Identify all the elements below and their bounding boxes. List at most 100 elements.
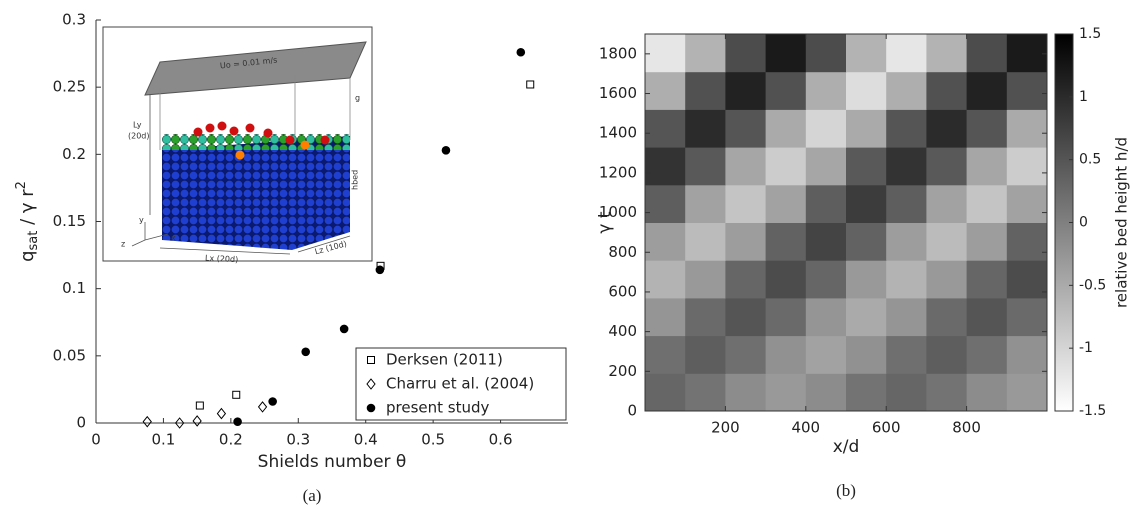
y-tick-label: 1400 — [599, 124, 637, 142]
heatmap-cell — [846, 34, 887, 73]
heatmap-cell — [886, 147, 927, 186]
x-tick-label: 0.5 — [421, 431, 445, 449]
x-tick-label: 0.6 — [489, 431, 513, 449]
x-axis-label: x/d — [833, 437, 860, 457]
panel-a: 0 0.1 0.2 0.3 0.4 0.5 0.6 0 0.05 0.1 0.15 0.2 0.25 0.… — [14, 11, 568, 505]
marker-circle — [339, 324, 349, 334]
y-tick-label: 600 — [608, 282, 637, 300]
inset-label: y — [139, 216, 144, 225]
heatmap-cell — [685, 260, 726, 299]
heatmap-cell — [725, 335, 767, 374]
heatmap-cell — [805, 34, 847, 73]
x-tick-label: 400 — [791, 419, 820, 437]
heatmap-cell — [765, 260, 807, 299]
heatmap-cell — [645, 373, 686, 412]
inset-label: (20d) — [128, 132, 150, 141]
caption: (a) — [303, 486, 322, 505]
heatmap-cell — [645, 34, 686, 73]
heatmap-cell — [846, 373, 887, 412]
colorbar-tick-label: -1 — [1079, 340, 1093, 356]
heatmap-cell — [645, 335, 686, 374]
heatmap-cell — [805, 71, 847, 110]
heatmap-cell — [886, 335, 927, 374]
marker-diamond — [366, 378, 376, 390]
heatmap-cell — [886, 109, 927, 148]
heatmap-cell — [966, 34, 1008, 73]
heatmap-cell — [805, 335, 847, 374]
colorbar-tick-label: -0.5 — [1079, 277, 1106, 293]
heatmap-cell — [685, 297, 726, 337]
legend-label: present study — [386, 399, 490, 417]
heatmap-cell — [645, 71, 686, 110]
heatmap-cell — [1006, 184, 1048, 223]
inset-label: x — [171, 234, 176, 243]
y-tick-label: 0 — [627, 402, 637, 420]
heatmap-cell — [805, 373, 847, 412]
heatmap-cell — [765, 335, 807, 374]
heatmap-cell — [886, 34, 927, 73]
marker-square — [195, 401, 204, 410]
heatmap-cell — [846, 71, 887, 110]
heatmap-cell — [765, 109, 807, 148]
heatmap-cell — [725, 373, 767, 412]
heatmap-cell — [725, 222, 767, 261]
heatmap-cell — [765, 147, 807, 186]
heatmap-cell — [685, 147, 726, 186]
inset-label: Ly — [133, 121, 142, 130]
heatmap-cell — [926, 335, 968, 374]
marker-circle — [441, 146, 451, 155]
colorbar-tick-label: 1 — [1079, 89, 1088, 105]
heatmap-cell — [1006, 147, 1048, 186]
heatmap-cell — [645, 184, 686, 223]
heatmap-cell — [886, 71, 927, 110]
y-axis-label: qsat / γ r2 — [14, 181, 41, 262]
marker-diamond — [216, 407, 227, 420]
y-tick-label: 0.15 — [53, 212, 86, 230]
heatmap-cell — [685, 34, 726, 73]
heatmap-cell — [725, 297, 767, 337]
marker-diamond — [257, 401, 268, 413]
inset-label: z — [121, 240, 125, 249]
heatmap-cell — [1006, 71, 1048, 110]
inset-label: g — [355, 94, 360, 103]
marker-square — [232, 390, 241, 399]
marker-square — [526, 80, 535, 89]
marker-diamond — [174, 417, 185, 429]
marker-circle — [268, 397, 277, 406]
heatmap-cell — [1006, 222, 1048, 261]
heatmap-cell — [685, 109, 726, 148]
y-tick-label: 1000 — [599, 203, 637, 221]
y-tick-label: 0.25 — [53, 78, 86, 96]
marker-circle — [516, 47, 526, 57]
heatmap-cell — [765, 34, 807, 73]
heatmap-cell — [645, 297, 686, 337]
heatmap-cell — [926, 34, 968, 73]
heatmap-cell — [805, 184, 847, 223]
x-tick-label: 0.1 — [151, 431, 175, 449]
inset-label: hbed — [351, 170, 360, 190]
colorbar-tick-label: -1.5 — [1079, 403, 1106, 419]
heatmap-cell — [926, 260, 968, 299]
heatmap-cell — [725, 184, 767, 223]
heatmap-cell — [1006, 373, 1048, 412]
heatmap-cell — [966, 222, 1008, 261]
y-axis-label-part: / γ r — [17, 189, 38, 231]
marker-diamond — [142, 415, 152, 428]
heatmap-cell — [765, 297, 807, 337]
heatmap-cell — [725, 147, 767, 186]
caption: (b) — [836, 481, 856, 500]
x-axis-label: Shields number θ — [258, 452, 407, 472]
heatmap-cell — [926, 109, 968, 148]
y-axis-label-part: sat — [26, 231, 41, 251]
x-tick-label: 800 — [952, 419, 981, 437]
heatmap-cell — [966, 109, 1008, 148]
heatmap-cell — [725, 71, 767, 110]
heatmap-cell — [765, 71, 807, 110]
heatmap-cell — [886, 184, 927, 223]
y-tick-label: 200 — [608, 362, 637, 380]
heatmap-cell — [765, 222, 807, 261]
x-tick-label: 200 — [711, 419, 740, 437]
colorbar-tick-label: 1.5 — [1079, 26, 1101, 42]
heatmap-cell — [846, 109, 887, 148]
heatmap-cell — [1006, 335, 1048, 374]
